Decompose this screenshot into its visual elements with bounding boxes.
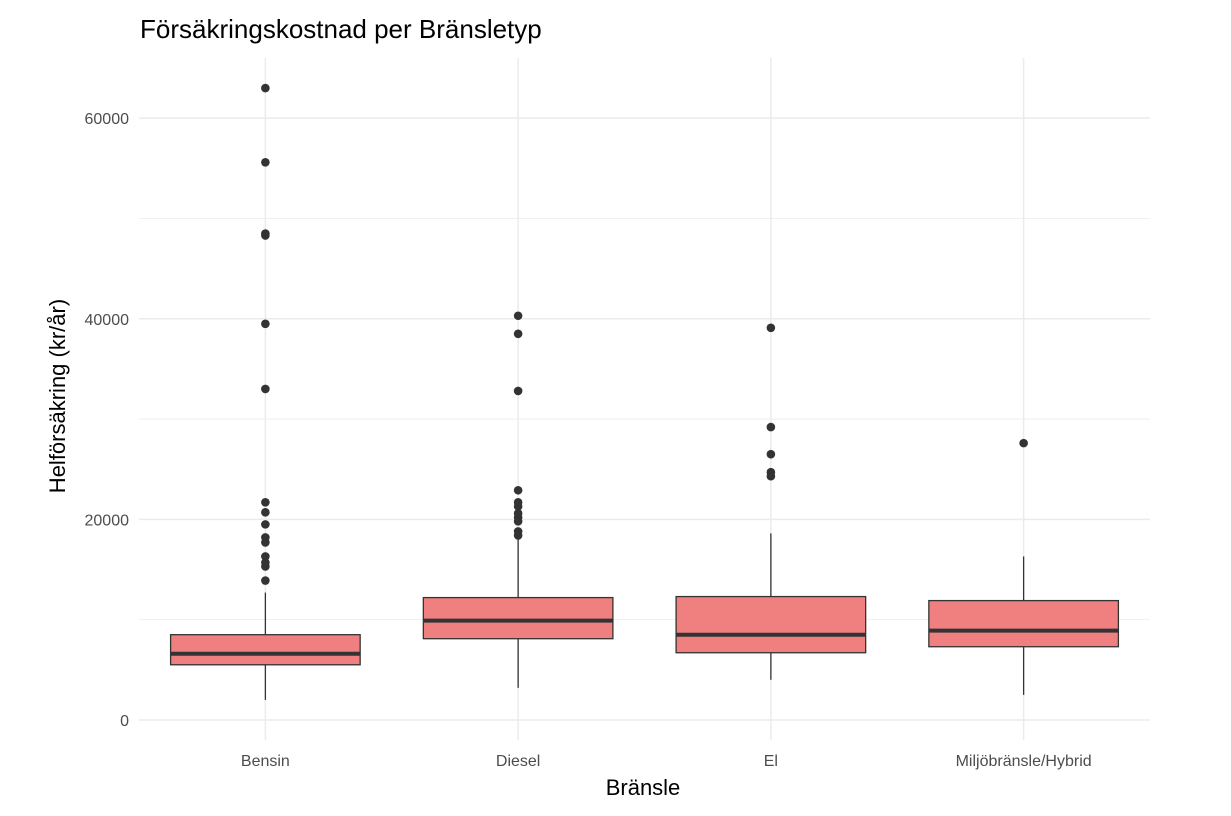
box bbox=[928, 599, 1120, 648]
outlier-point bbox=[261, 562, 270, 571]
outlier-point bbox=[766, 471, 776, 481]
outlier-point bbox=[261, 384, 270, 394]
box bbox=[675, 595, 867, 654]
x-axis-title: Bränsle bbox=[605, 775, 681, 800]
outlier-point bbox=[261, 538, 270, 547]
chart-title: Försäkringskostnad per Bränsletyp bbox=[140, 14, 542, 44]
x-tick-label: Miljöbränsle/Hybrid bbox=[956, 753, 1092, 770]
outlier-point bbox=[513, 311, 523, 321]
outlier-point bbox=[513, 517, 523, 526]
outlier-point bbox=[513, 386, 523, 396]
outlier-point bbox=[1019, 438, 1028, 448]
outlier-point bbox=[766, 422, 776, 432]
outlier-point bbox=[261, 158, 270, 167]
outlier-point bbox=[766, 449, 776, 459]
outlier-point bbox=[261, 231, 270, 240]
outlier-point bbox=[513, 329, 523, 339]
y-tick-label: 0 bbox=[120, 713, 129, 730]
y-tick-label: 20000 bbox=[85, 512, 130, 529]
outlier-point bbox=[513, 485, 523, 495]
y-tick-label: 60000 bbox=[85, 111, 130, 128]
x-tick-label: El bbox=[764, 753, 778, 770]
outlier-point bbox=[261, 576, 270, 585]
outlier-point bbox=[261, 508, 270, 517]
y-axis-title: Helförsäkring (kr/år) bbox=[45, 298, 70, 494]
outlier-point bbox=[261, 520, 270, 529]
outlier-point bbox=[513, 502, 523, 511]
outlier-point bbox=[261, 83, 270, 93]
outlier-point bbox=[766, 323, 776, 333]
box bbox=[169, 634, 361, 666]
x-tick-label: Bensin bbox=[241, 753, 290, 770]
outlier-point bbox=[261, 319, 270, 329]
outlier-point bbox=[261, 552, 270, 561]
box bbox=[422, 596, 614, 640]
outlier-point bbox=[261, 498, 270, 507]
outlier-point bbox=[513, 531, 523, 540]
y-tick-label: 40000 bbox=[85, 312, 130, 329]
x-tick-label: Diesel bbox=[496, 753, 540, 770]
